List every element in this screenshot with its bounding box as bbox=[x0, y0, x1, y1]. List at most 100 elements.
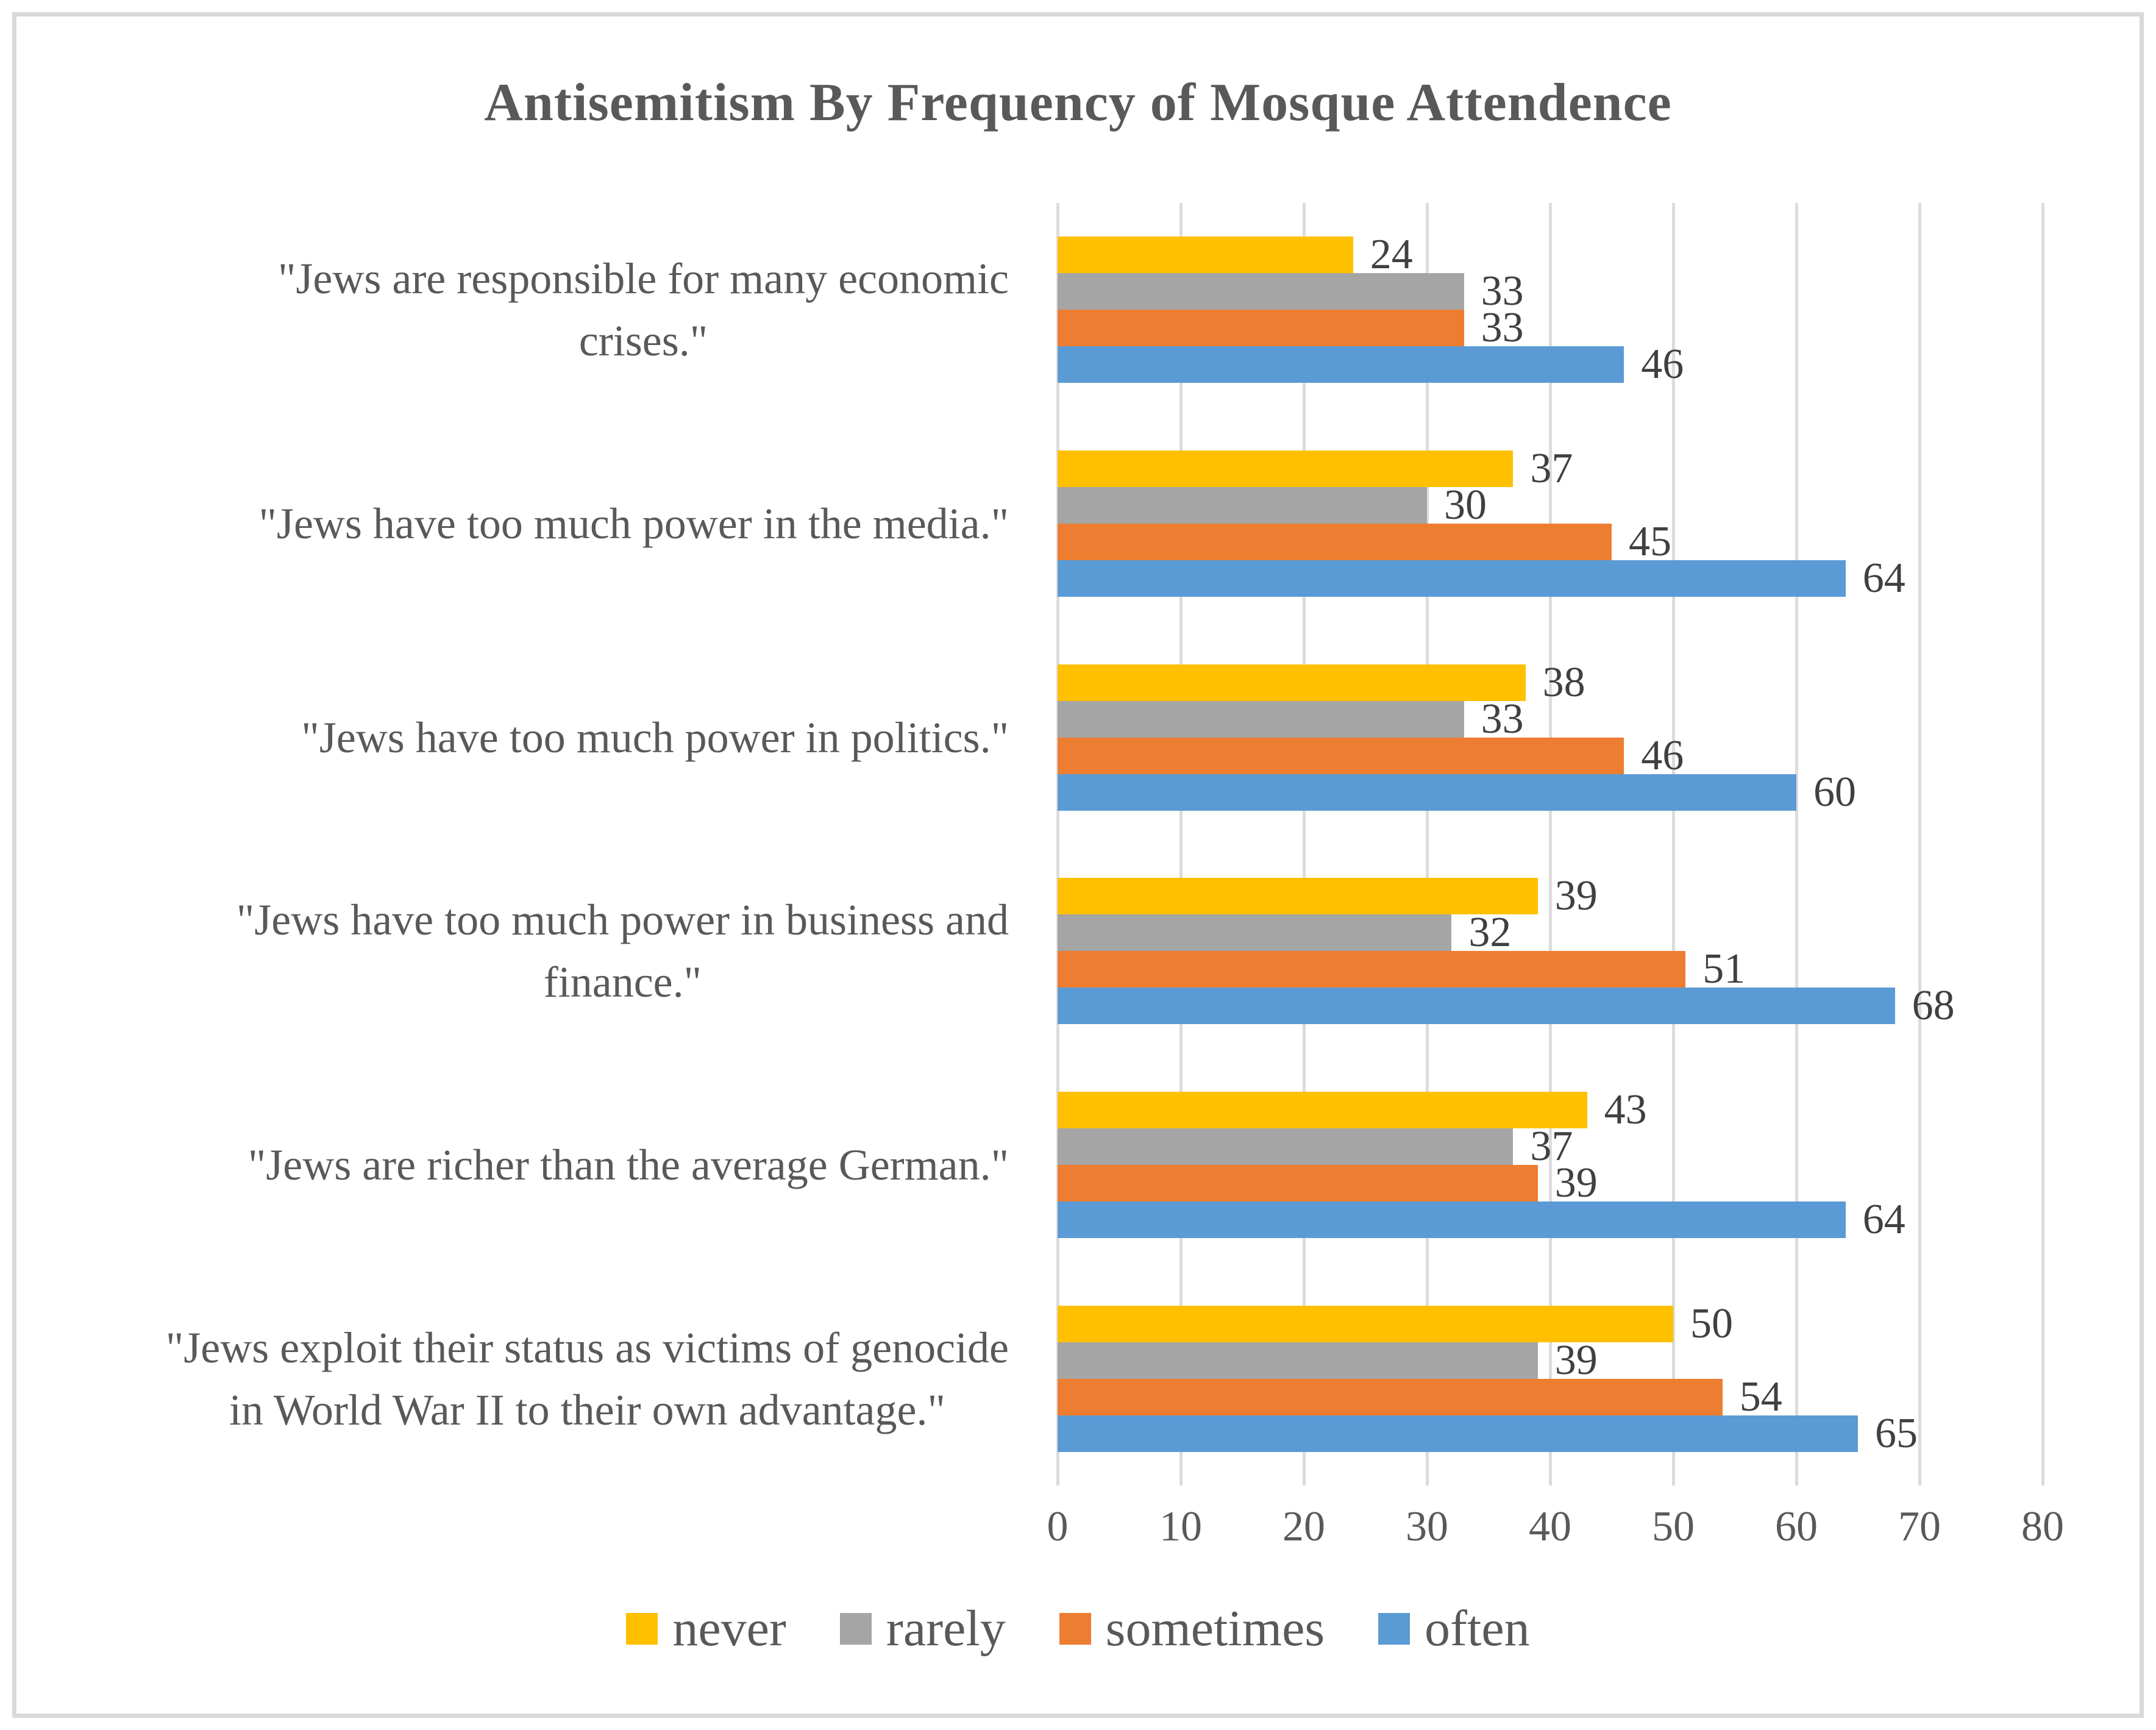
gridline bbox=[1795, 203, 1798, 1486]
category-label: "Jews have too much power in business an… bbox=[34, 844, 1009, 1058]
x-tick-label: 20 bbox=[1283, 1503, 1325, 1550]
bar-sometimes bbox=[1058, 1164, 1538, 1201]
legend-swatch-often bbox=[1378, 1613, 1411, 1645]
category-label-text: "Jews have too much power in the media." bbox=[258, 499, 1009, 548]
legend-swatch-rarely bbox=[839, 1613, 872, 1645]
x-axis: 0 10 20 30 40 50 60 70 80 bbox=[0, 1503, 2156, 1557]
gridline bbox=[1056, 203, 1059, 1486]
x-tick-label: 10 bbox=[1159, 1503, 1202, 1550]
bar-often bbox=[1058, 346, 1624, 383]
bar-often bbox=[1058, 1201, 1846, 1238]
bar-value-label: 37 bbox=[1530, 444, 1573, 492]
bar-never bbox=[1058, 664, 1526, 701]
legend-label: never bbox=[672, 1600, 786, 1657]
bar-value-label: 30 bbox=[1444, 481, 1487, 529]
category-label-text: "Jews have too much power in business an… bbox=[236, 895, 1009, 1007]
bar-value-label: 64 bbox=[1862, 554, 1905, 602]
bar-value-label: 33 bbox=[1481, 268, 1524, 315]
legend: never rarely sometimes often bbox=[0, 1592, 2156, 1665]
category-label-text: "Jews are richer than the average German… bbox=[247, 1140, 1009, 1189]
gridline bbox=[1548, 203, 1552, 1486]
category-label-text: "Jews are responsible for many economic … bbox=[277, 254, 1009, 366]
legend-item-never: never bbox=[626, 1603, 786, 1654]
legend-swatch-sometimes bbox=[1059, 1613, 1091, 1645]
bar-rarely bbox=[1058, 700, 1464, 738]
legend-label: sometimes bbox=[1105, 1600, 1325, 1657]
x-tick-label: 0 bbox=[1047, 1503, 1069, 1550]
bar-group: 38 33 46 60 bbox=[1058, 630, 2043, 844]
bar-often bbox=[1058, 1415, 1858, 1452]
category-label-text: "Jews have too much power in politics." bbox=[301, 713, 1009, 762]
x-tick-label: 50 bbox=[1652, 1503, 1695, 1550]
plot-area: 24 33 33 46 37 30 45 64 38 33 46 60 39 32 51 68 43 37 39 64… bbox=[1056, 203, 2044, 1486]
gridline bbox=[1425, 203, 1429, 1486]
bar-often bbox=[1058, 774, 1796, 811]
category-label-text: "Jews exploit their status as victims of… bbox=[165, 1323, 1009, 1434]
bar-value-label: 43 bbox=[1604, 1086, 1647, 1133]
legend-item-rarely: rarely bbox=[839, 1600, 1006, 1657]
legend-label: often bbox=[1425, 1600, 1530, 1657]
bar-rarely bbox=[1058, 1342, 1538, 1379]
bar-value-label: 68 bbox=[1912, 982, 1955, 1030]
bar-value-label: 39 bbox=[1554, 1159, 1598, 1206]
category-label: "Jews are responsible for many economic … bbox=[34, 203, 1009, 417]
x-tick-label: 30 bbox=[1406, 1503, 1448, 1550]
bar-value-label: 46 bbox=[1641, 341, 1684, 388]
category-label: "Jews are richer than the average German… bbox=[34, 1058, 1009, 1272]
category-label: "Jews exploit their status as victims of… bbox=[34, 1272, 1009, 1486]
bar-value-label: 39 bbox=[1554, 872, 1598, 920]
legend-swatch-never bbox=[626, 1613, 658, 1645]
bar-value-label: 54 bbox=[1739, 1373, 1782, 1420]
bar-value-label: 60 bbox=[1813, 768, 1856, 816]
category-label: "Jews have too much power in politics." bbox=[34, 630, 1009, 844]
bar-value-label: 38 bbox=[1542, 658, 1585, 706]
bar-value-label: 45 bbox=[1629, 518, 1671, 565]
category-label: "Jews have too much power in the media." bbox=[34, 417, 1009, 631]
gridline bbox=[1918, 203, 1921, 1486]
bar-rarely bbox=[1058, 1128, 1514, 1165]
legend-label: rarely bbox=[886, 1600, 1006, 1657]
bar-group: 24 33 33 46 bbox=[1058, 203, 2043, 417]
bar-sometimes bbox=[1058, 737, 1624, 774]
bar-group: 37 30 45 64 bbox=[1058, 417, 2043, 631]
bar-group: 43 37 39 64 bbox=[1058, 1058, 2043, 1272]
x-tick-label: 70 bbox=[1898, 1503, 1941, 1550]
bar-never bbox=[1058, 1091, 1587, 1128]
bar-value-label: 46 bbox=[1641, 732, 1684, 779]
bar-rarely bbox=[1058, 914, 1452, 952]
bar-rarely bbox=[1058, 273, 1464, 310]
x-tick-label: 60 bbox=[1775, 1503, 1818, 1550]
bar-often bbox=[1058, 560, 1846, 597]
legend-item-often: often bbox=[1378, 1603, 1530, 1654]
figure-border bbox=[12, 12, 2144, 1718]
bar-sometimes bbox=[1058, 523, 1612, 560]
bar-value-label: 50 bbox=[1690, 1300, 1733, 1347]
x-tick-label: 80 bbox=[2021, 1503, 2064, 1550]
chart-title: Antisemitism By Frequency of Mosque Atte… bbox=[484, 73, 1672, 132]
bar-sometimes bbox=[1058, 1378, 1723, 1415]
bar-value-label: 37 bbox=[1530, 1122, 1573, 1170]
bar-never bbox=[1058, 450, 1514, 487]
bar-rarely bbox=[1058, 486, 1427, 524]
bar-group: 39 32 51 68 bbox=[1058, 844, 2043, 1058]
x-tick-label: 40 bbox=[1529, 1503, 1571, 1550]
bar-value-label: 32 bbox=[1468, 909, 1512, 956]
bar-sometimes bbox=[1058, 951, 1686, 988]
bar-value-label: 65 bbox=[1875, 1409, 1918, 1457]
bar-often bbox=[1058, 988, 1895, 1025]
gridline bbox=[1671, 203, 1675, 1486]
bar-value-label: 33 bbox=[1481, 304, 1524, 352]
bar-value-label: 51 bbox=[1702, 945, 1746, 993]
bar-value-label: 39 bbox=[1554, 1336, 1598, 1384]
gridline bbox=[2041, 203, 2044, 1486]
bar-never bbox=[1058, 237, 1353, 274]
bar-value-label: 24 bbox=[1370, 231, 1413, 279]
bar-group: 50 39 54 65 bbox=[1058, 1272, 2043, 1486]
bar-value-label: 33 bbox=[1481, 695, 1524, 742]
bar-never bbox=[1058, 1305, 1673, 1342]
bar-sometimes bbox=[1058, 310, 1464, 347]
gridline bbox=[1302, 203, 1306, 1486]
legend-item-sometimes: sometimes bbox=[1059, 1603, 1325, 1654]
gridline bbox=[1179, 203, 1183, 1486]
